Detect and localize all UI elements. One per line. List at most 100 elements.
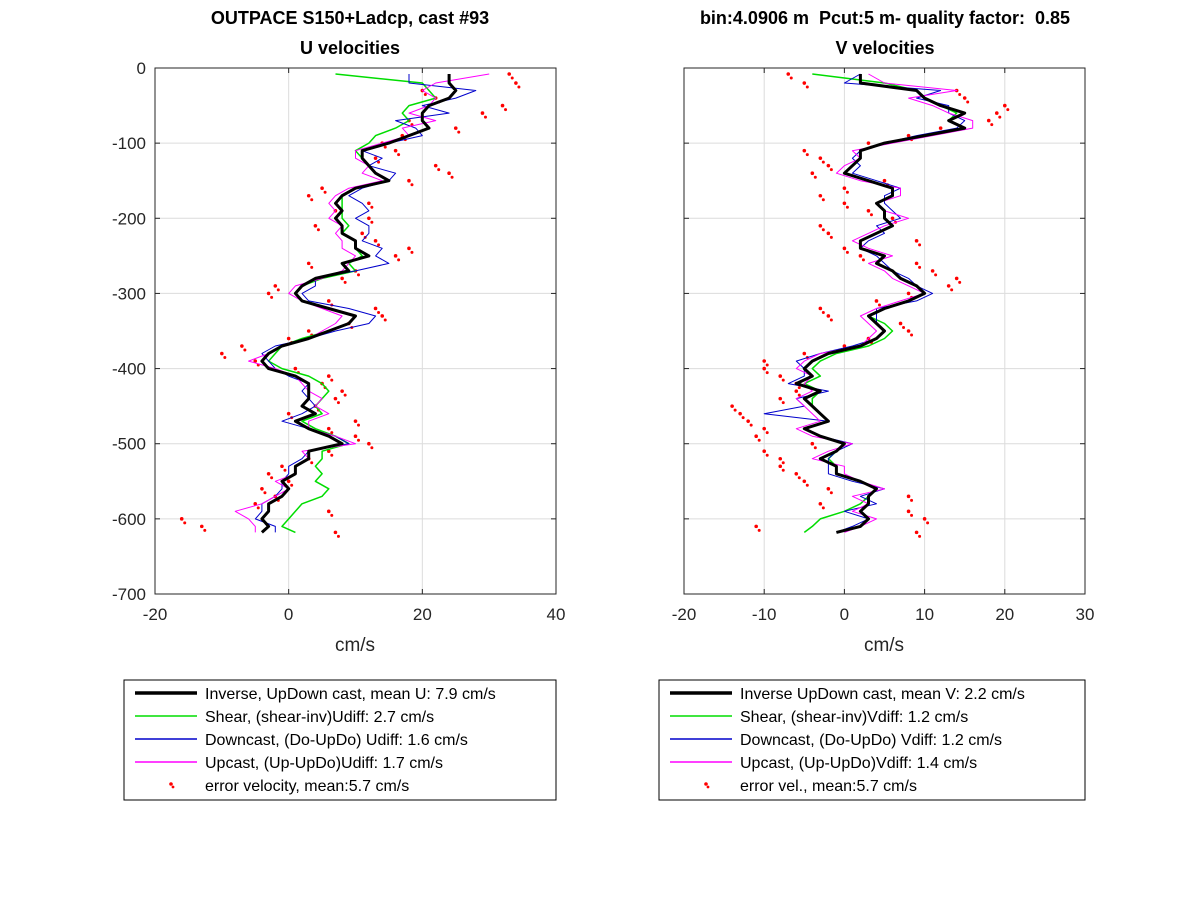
u-error-point — [330, 453, 334, 457]
u-error-point — [290, 483, 294, 487]
u-error-point — [293, 366, 298, 371]
v-velocity-plot: -20 -10 0 10 20 30 cm/s — [672, 67, 1095, 656]
v-legend-marker-error — [706, 785, 710, 789]
u-error-point — [266, 291, 271, 296]
v-error-point — [802, 81, 807, 85]
v-error-point — [762, 449, 766, 454]
u-error-point — [367, 216, 371, 221]
v-legend-label-inverse: Inverse UpDown cast, mean V: 2.2 cm/s — [740, 686, 1025, 703]
v-error-point — [869, 213, 873, 217]
v-error-point — [829, 168, 833, 172]
u-inverse-line — [260, 74, 458, 534]
v-error-point — [958, 280, 962, 284]
v-error-point — [842, 246, 847, 251]
v-error-point — [813, 175, 817, 179]
v-error-point — [958, 93, 962, 97]
v-error-point — [741, 416, 745, 420]
v-x-axis-label: cm/s — [864, 635, 904, 656]
v-error-point — [914, 261, 919, 266]
v-error-point — [802, 351, 807, 356]
u-error-point — [199, 524, 204, 529]
v-error-point — [810, 441, 815, 446]
u-error-point — [310, 198, 314, 202]
u-error-point — [330, 513, 334, 517]
v-error-point — [762, 359, 766, 363]
u-error-point — [360, 231, 364, 236]
v-error-point — [797, 393, 801, 397]
u-y-tick-label: 0 — [137, 59, 146, 78]
u-error-point — [450, 175, 454, 179]
v-error-point — [826, 163, 831, 168]
v-error-point — [818, 224, 823, 228]
v-error-point — [802, 479, 807, 484]
v-error-point — [810, 171, 815, 175]
u-error-point — [253, 502, 258, 506]
v-error-point — [802, 148, 807, 153]
v-error-point — [858, 254, 863, 258]
v-error-point — [874, 299, 879, 303]
v-error-point — [805, 153, 809, 157]
u-velocity-plot: -20 0 20 400-100-200-300-400-500-600-700 cm… — [112, 59, 565, 656]
u-error-point — [437, 168, 441, 172]
v-error-point — [866, 141, 871, 145]
u-legend-label-inverse: Inverse, UpDown cast, mean U: 7.9 cm/s — [205, 686, 496, 703]
v-error-point — [778, 396, 783, 401]
u-legend-label-downcast: Downcast, (Do-UpDo) Udiff: 1.6 cm/s — [205, 732, 468, 749]
v-error-point — [821, 228, 825, 232]
v-error-point — [930, 269, 935, 273]
u-error-point — [370, 446, 374, 450]
v-error-point — [818, 156, 823, 160]
v-error-point — [877, 303, 881, 307]
u-error-point — [357, 438, 360, 442]
v-error-point — [845, 250, 849, 254]
u-y-tick-label: -400 — [112, 360, 146, 379]
v-error-point — [821, 310, 825, 314]
v-error-point — [861, 258, 865, 262]
u-plot-lines — [179, 72, 521, 538]
u-error-point — [220, 351, 224, 356]
v-error-point — [805, 483, 809, 487]
u-error-point — [504, 108, 508, 112]
u-error-point — [270, 295, 274, 299]
v-error-point — [842, 201, 847, 206]
v-axes-box — [683, 67, 1086, 595]
u-error-point — [330, 378, 334, 382]
v-error-point — [906, 509, 911, 514]
u-error-point — [179, 517, 184, 521]
v-error-point — [754, 434, 758, 439]
v-error-point — [1006, 108, 1010, 112]
u-legend-label-error: error velocity, mean:5.7 cm/s — [205, 778, 409, 795]
v-error-point — [818, 502, 823, 506]
v-error-point — [890, 216, 895, 221]
u-error-point — [500, 103, 505, 108]
u-error-point — [423, 93, 427, 97]
v-x-tick-label: -10 — [752, 605, 777, 624]
u-error-point — [447, 171, 451, 175]
v-error-point — [765, 363, 769, 367]
v-error-point — [778, 464, 783, 469]
v-error-point — [954, 276, 959, 281]
u-error-point — [263, 491, 267, 495]
u-y-tick-label: -300 — [112, 284, 146, 303]
v-x-tick-label: -20 — [672, 605, 697, 624]
v-error-point — [902, 325, 906, 329]
v-x-tick-label: 30 — [1076, 605, 1095, 624]
v-error-point — [765, 371, 769, 375]
v-error-point — [826, 231, 831, 236]
u-error-point — [453, 126, 458, 130]
v-ticks: -20 -10 0 10 20 30 — [672, 67, 1095, 624]
u-error-point — [397, 153, 401, 157]
u-error-point — [256, 506, 260, 510]
v-error-point — [866, 208, 871, 213]
u-error-point — [373, 306, 378, 311]
v-error-point — [829, 318, 833, 322]
v-error-point — [994, 111, 999, 115]
u-legend-marker-error — [169, 782, 173, 786]
v-plot-lines — [730, 72, 1010, 538]
left-title-line2: U velocities — [300, 38, 400, 58]
u-legend-label-upcast: Upcast, (Up-UpDo)Udiff: 1.7 cm/s — [205, 755, 443, 772]
v-error-point — [910, 333, 914, 337]
u-x-axis-label: cm/s — [335, 635, 375, 656]
u-error-point — [373, 239, 378, 243]
u-error-point — [393, 148, 398, 153]
